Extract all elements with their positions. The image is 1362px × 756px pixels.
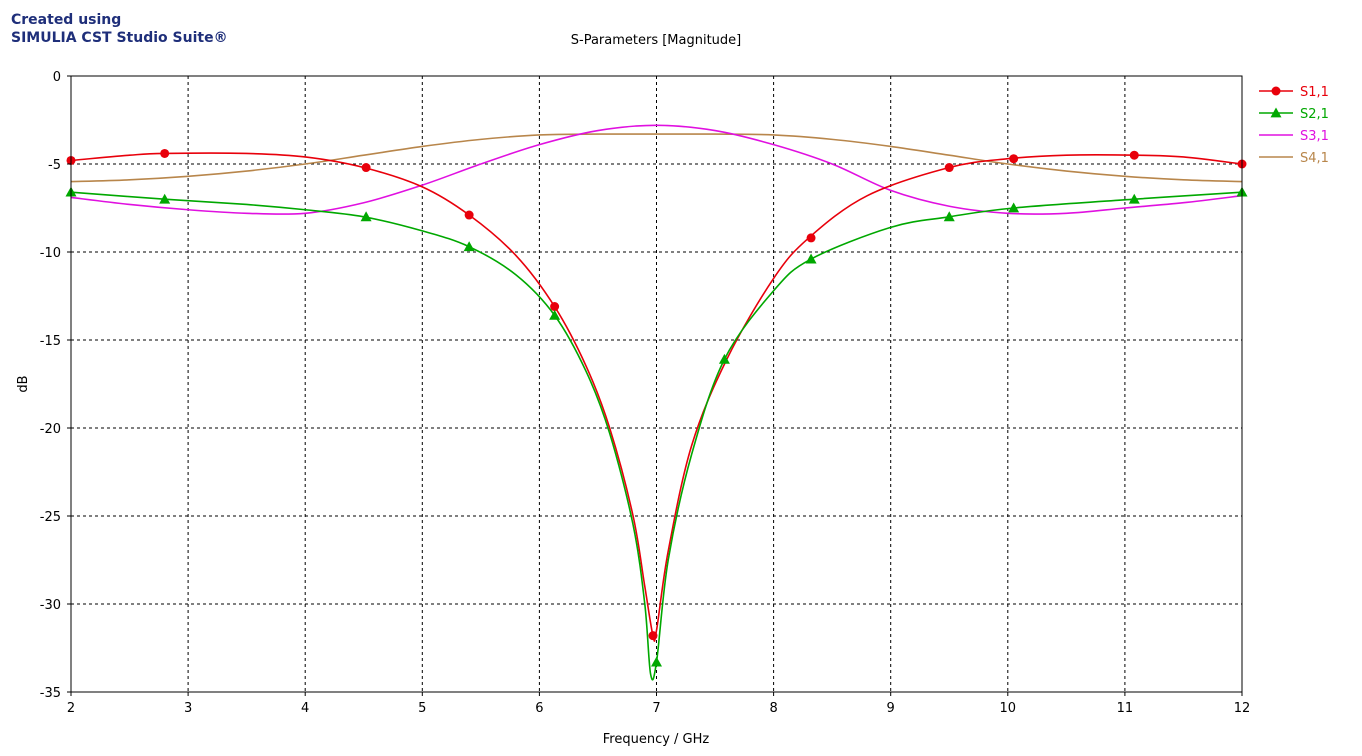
data-point-marker bbox=[360, 211, 372, 222]
x-tick-label: 4 bbox=[301, 701, 309, 716]
y-tick-labels: 0 -5 -10 -15 -20 -25 -30 -35 bbox=[40, 70, 71, 701]
y-tick-label: -15 bbox=[40, 334, 61, 349]
data-point-marker bbox=[806, 233, 816, 243]
data-point-marker bbox=[944, 163, 954, 173]
x-tick-label: 6 bbox=[535, 701, 543, 716]
y-tick-label: -10 bbox=[40, 246, 61, 261]
watermark-line-1: Created using bbox=[11, 12, 122, 28]
legend: S1,1 S2,1 S3,1 S4,1 bbox=[1259, 85, 1329, 166]
x-tick-label: 5 bbox=[418, 701, 426, 716]
chart-title: S-Parameters [Magnitude] bbox=[571, 33, 742, 48]
x-tick-label: 3 bbox=[184, 701, 192, 716]
x-tick-label: 8 bbox=[769, 701, 777, 716]
y-tick-label: -5 bbox=[48, 158, 61, 173]
data-point-marker bbox=[159, 193, 171, 204]
x-axis-label: Frequency / GHz bbox=[603, 732, 710, 747]
y-tick-label: -35 bbox=[40, 686, 61, 701]
x-tick-label: 11 bbox=[1117, 701, 1134, 716]
legend-label: S2,1 bbox=[1300, 107, 1329, 122]
series-S2-1 bbox=[65, 186, 1248, 681]
data-point-marker bbox=[550, 302, 560, 312]
y-tick-label: 0 bbox=[53, 70, 61, 85]
data-point-marker bbox=[651, 656, 662, 667]
x-tick-label: 12 bbox=[1234, 701, 1251, 716]
x-tick-label: 7 bbox=[652, 701, 660, 716]
data-point-marker bbox=[648, 631, 658, 641]
series-S4-1 bbox=[70, 133, 1243, 183]
x-tick-label: 2 bbox=[67, 701, 75, 716]
legend-item-S3-1: S3,1 bbox=[1259, 129, 1329, 144]
series-line bbox=[70, 152, 1243, 642]
data-point-marker bbox=[1129, 150, 1139, 160]
data-point-marker bbox=[1008, 202, 1020, 213]
legend-label: S1,1 bbox=[1300, 85, 1329, 100]
data-point-marker bbox=[1009, 154, 1019, 164]
legend-item-S1-1: S1,1 bbox=[1259, 85, 1329, 100]
y-tick-label: -25 bbox=[40, 510, 61, 525]
grid bbox=[71, 76, 1242, 692]
series-line bbox=[70, 124, 1243, 216]
y-tick-label: -20 bbox=[40, 422, 61, 437]
legend-item-S2-1: S2,1 bbox=[1259, 107, 1329, 122]
legend-label: S4,1 bbox=[1300, 151, 1329, 166]
legend-marker bbox=[1271, 86, 1281, 96]
data-point-marker bbox=[805, 253, 817, 264]
data-point-marker bbox=[160, 148, 170, 158]
data-point-marker bbox=[464, 210, 474, 220]
data-point-marker bbox=[718, 353, 730, 364]
watermark: Created using SIMULIA CST Studio Suite® bbox=[11, 11, 228, 47]
x-tick-labels: 2 3 4 5 6 7 8 9 10 11 12 bbox=[67, 692, 1250, 716]
x-tick-label: 10 bbox=[1000, 701, 1017, 716]
y-tick-label: -30 bbox=[40, 598, 61, 613]
watermark-line-2: SIMULIA CST Studio Suite® bbox=[11, 30, 228, 46]
data-point-marker bbox=[361, 163, 371, 173]
series-S3-1 bbox=[70, 124, 1243, 216]
series-line bbox=[70, 133, 1243, 183]
data-point-marker bbox=[943, 211, 955, 222]
legend-item-S4-1: S4,1 bbox=[1259, 151, 1329, 166]
y-axis-label: dB bbox=[16, 375, 31, 392]
data-point-marker bbox=[549, 309, 561, 320]
data-point-marker bbox=[1128, 193, 1140, 204]
data-point-marker bbox=[463, 241, 475, 252]
x-tick-label: 9 bbox=[887, 701, 895, 716]
legend-label: S3,1 bbox=[1300, 129, 1329, 144]
legend-marker bbox=[1270, 107, 1282, 118]
